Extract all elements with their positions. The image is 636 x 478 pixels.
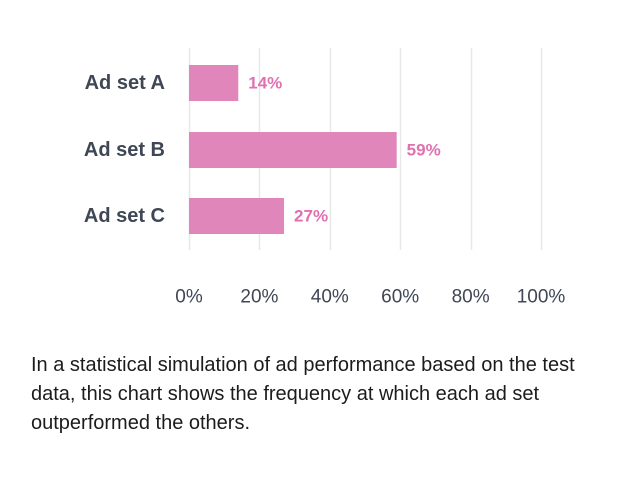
- bar-1: [189, 65, 239, 101]
- x-tick-label-4: 80%: [452, 287, 490, 308]
- bar-2: [189, 132, 397, 168]
- bar-chart: Ad set A 14% Ad set B 59% Ad set C 27% 0% 20% 40…: [84, 48, 566, 308]
- x-tick-label-5: 100%: [517, 287, 566, 308]
- category-label-3: Ad set C: [84, 205, 165, 227]
- category-label-2: Ad set B: [84, 139, 165, 161]
- x-tick-label-0: 0%: [175, 287, 203, 308]
- x-tick-label-2: 40%: [311, 287, 349, 308]
- bar-3: [189, 198, 285, 234]
- category-label-1: Ad set A: [85, 72, 165, 94]
- x-tick-label-3: 60%: [381, 287, 419, 308]
- data-label-3: 27%: [294, 207, 328, 226]
- data-label-2: 59%: [407, 141, 441, 160]
- chart-caption: In a statistical simulation of ad perfor…: [31, 354, 575, 434]
- x-tick-label-1: 20%: [240, 287, 278, 308]
- data-label-1: 14%: [248, 74, 282, 93]
